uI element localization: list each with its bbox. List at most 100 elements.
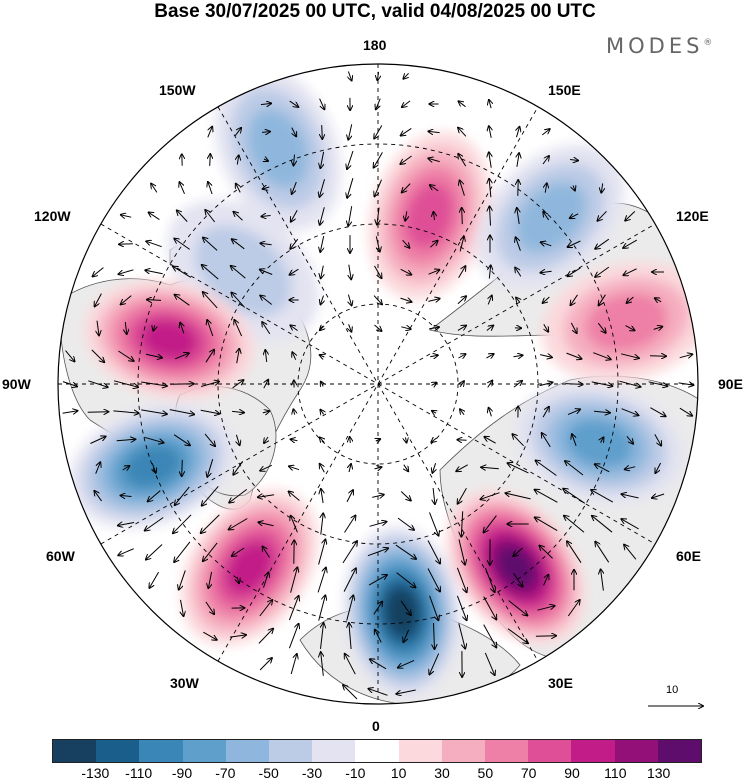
wind-vector <box>258 495 275 497</box>
wind-vector <box>203 292 218 309</box>
wind-vector <box>592 516 613 533</box>
wind-vector <box>569 160 578 161</box>
wind-vector <box>433 487 435 504</box>
wind-vector <box>349 324 352 331</box>
graticule <box>58 64 698 704</box>
wind-vector <box>539 355 552 358</box>
wind-vector <box>516 237 521 251</box>
wind-vector <box>427 540 440 564</box>
wind-vector <box>517 127 520 138</box>
wind-vector <box>260 270 273 275</box>
wind-vector <box>288 596 298 621</box>
wind-vector <box>679 354 693 357</box>
wind-vector <box>652 493 665 498</box>
wind-vector <box>488 296 492 305</box>
wind-vector <box>169 409 194 415</box>
reference-vector-label: 10 <box>666 684 679 696</box>
wind-vector <box>462 208 463 225</box>
wind-vector <box>567 409 580 416</box>
wind-vector <box>459 101 466 108</box>
wind-vector <box>125 321 126 334</box>
wind-vector <box>486 354 493 358</box>
wind-vector <box>122 466 130 470</box>
wind-vector <box>489 408 492 417</box>
wind-vector <box>400 491 411 501</box>
wind-vector <box>264 159 268 161</box>
wind-vector <box>513 573 523 586</box>
wind-vector <box>430 185 439 192</box>
wind-vector <box>91 349 104 362</box>
wind-vector <box>517 208 519 225</box>
wind-vector <box>232 411 244 412</box>
wind-vector <box>349 264 351 280</box>
wind-vector <box>621 408 639 416</box>
wind-vector <box>259 600 272 617</box>
colorbar-tick-label: 50 <box>477 765 494 781</box>
wind-vector <box>343 685 358 700</box>
wind-vector <box>543 296 550 303</box>
wind-vector <box>290 654 297 675</box>
wind-vector <box>260 243 272 244</box>
wind-vector <box>321 623 324 649</box>
wind-vector <box>291 516 298 533</box>
wind-vector <box>570 322 576 333</box>
wind-vector <box>591 490 614 503</box>
wind-vector <box>570 214 579 218</box>
wind-vector <box>655 462 662 473</box>
colorbar-segment <box>614 740 658 762</box>
wind-vector <box>236 434 239 445</box>
wind-vector <box>204 433 215 446</box>
colorbar-tick-label: 30 <box>434 765 450 781</box>
wind-vector <box>573 186 575 191</box>
wind-vector <box>348 71 351 81</box>
wind-vector <box>95 462 101 474</box>
colorbar-tick-label: -110 <box>125 765 153 781</box>
wind-vector <box>262 411 269 413</box>
wind-vector <box>207 127 212 138</box>
wind-vector <box>320 437 325 442</box>
wind-vector <box>205 210 216 223</box>
wind-vector <box>118 350 133 361</box>
wind-vector <box>205 601 214 614</box>
wind-vector <box>320 235 323 252</box>
wind-vector <box>346 595 354 621</box>
wind-vector <box>175 486 190 505</box>
wind-vector <box>148 490 161 502</box>
wind-vector <box>515 268 522 277</box>
wind-vector <box>292 181 297 194</box>
wind-vector <box>542 407 549 418</box>
wind-vector <box>146 241 162 248</box>
wind-vector <box>456 567 466 592</box>
wind-vector <box>434 212 435 221</box>
wind-vector <box>458 266 466 279</box>
wind-vector <box>429 512 439 535</box>
wind-vector <box>396 689 416 694</box>
wind-vector <box>208 182 213 195</box>
anomaly-neg-70e <box>515 383 684 504</box>
lon-label-60w: 60W <box>46 548 75 564</box>
wind-vector <box>349 464 351 473</box>
wind-vector <box>317 568 326 593</box>
wind-vector <box>292 352 295 360</box>
wind-vector <box>93 267 104 277</box>
wind-vector <box>121 496 132 497</box>
wind-vector <box>431 438 436 442</box>
wind-vector <box>458 623 465 648</box>
wind-vector <box>291 210 298 221</box>
wind-vector <box>231 266 246 279</box>
wind-vector <box>428 158 440 161</box>
wind-vector <box>625 325 635 331</box>
wind-vector <box>400 268 412 274</box>
wind-vector <box>205 350 214 363</box>
wind-vector <box>429 595 439 620</box>
wind-vector <box>259 658 272 671</box>
colorbar-tick-label: -70 <box>215 765 236 781</box>
lon-label-30e: 30E <box>548 675 573 691</box>
wind-vector <box>567 600 579 617</box>
wind-vector <box>490 206 491 226</box>
wind-vector <box>537 606 555 611</box>
wind-vector <box>229 635 246 637</box>
lon-label-150w: 150W <box>159 82 196 98</box>
colorbar-segment <box>312 740 356 762</box>
wind-vector <box>229 518 248 530</box>
